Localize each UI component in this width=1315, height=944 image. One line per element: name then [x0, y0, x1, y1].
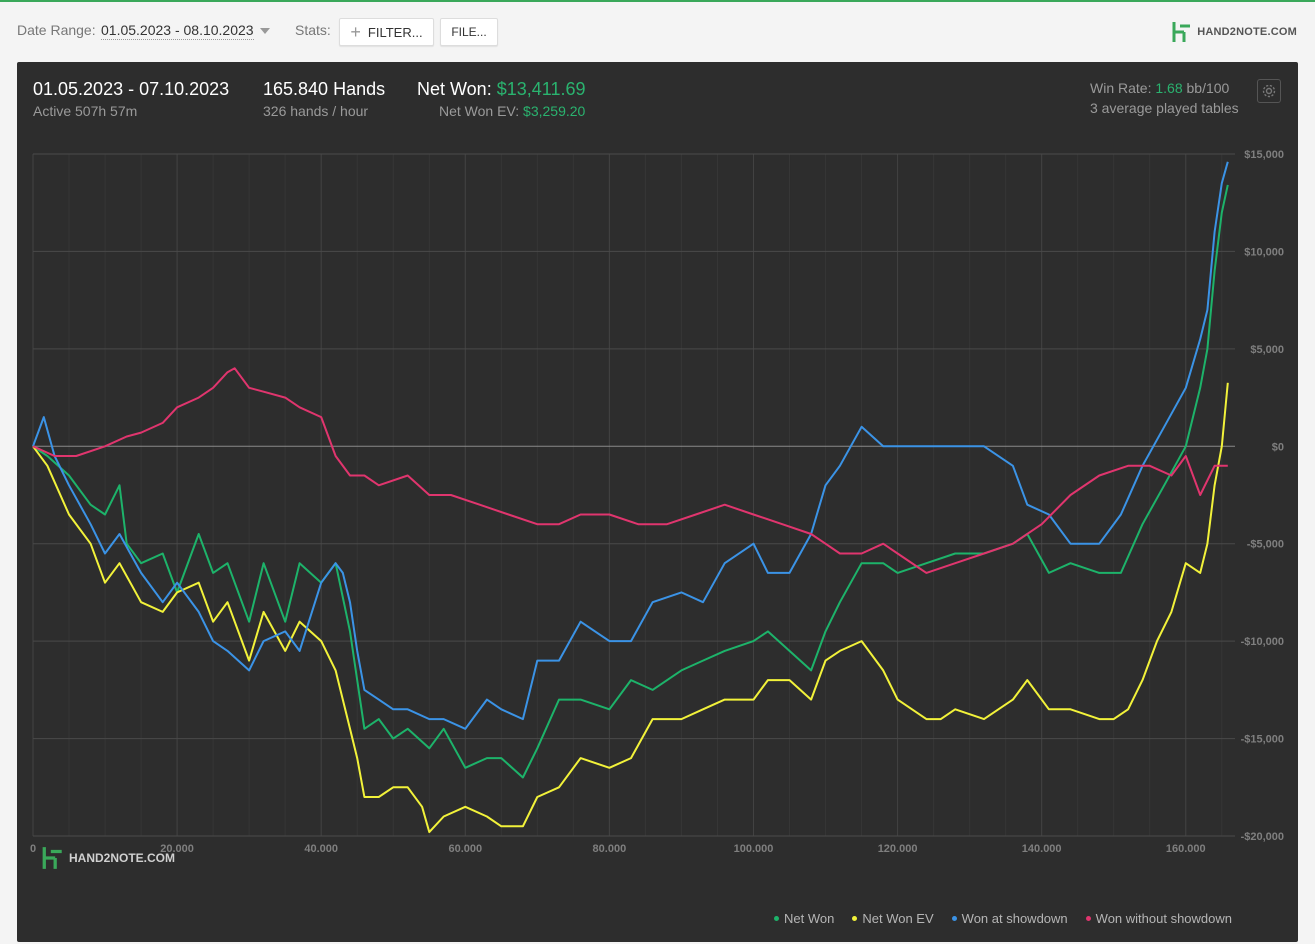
watermark-text: HAND2NOTE.COM: [69, 851, 176, 865]
win-rate-unit: bb/100: [1186, 80, 1230, 96]
brand-text: HAND2NOTE.COM: [1197, 26, 1297, 38]
series-line-won-at-showdown: [32, 161, 1229, 730]
legend-dot-icon: [774, 916, 780, 921]
x-tick-label: 80.000: [593, 843, 627, 855]
legend-label: Won at showdown: [961, 911, 1068, 926]
gear-icon: [1262, 84, 1276, 98]
summary-hands-per-hour: 326 hands / hour: [263, 103, 369, 119]
summary-win-rate: Win Rate: 1.68 bb/100: [1090, 80, 1229, 96]
file-button-label: FILE...: [451, 25, 487, 39]
summary-tables: 3 average played tables: [1090, 100, 1239, 116]
plus-icon: +: [350, 22, 361, 42]
y-tick-label: $0: [1272, 441, 1284, 453]
legend-dot-icon: [1085, 916, 1091, 921]
legend-label: Net Won: [784, 911, 835, 926]
net-won-ev-value: $3,259.20: [523, 103, 586, 119]
brand-logo: HAND2NOTE.COM: [1172, 21, 1297, 43]
filter-button[interactable]: + FILTER...: [339, 18, 434, 46]
net-won-label: Net Won:: [417, 79, 492, 99]
legend-label: Won without showdown: [1095, 911, 1232, 926]
x-tick-label: 140.000: [1022, 843, 1062, 855]
file-button[interactable]: FILE...: [440, 18, 498, 46]
x-tick-label: 120.000: [878, 843, 918, 855]
hand2note-watermark-icon: [42, 847, 62, 869]
filter-button-label: FILTER...: [367, 24, 423, 40]
stats-label: Stats:: [295, 22, 331, 38]
summary-active-time: Active 507h 57m: [33, 103, 138, 119]
x-tick-label: 160.000: [1166, 843, 1206, 855]
net-won-ev-label: Net Won EV:: [439, 103, 520, 119]
series-line-net-won-ev: [32, 382, 1229, 834]
x-tick-label: 20.000: [160, 843, 194, 855]
y-tick-label: -$5,000: [1247, 539, 1284, 551]
y-tick-label: -$20,000: [1241, 831, 1284, 843]
chart-watermark: HAND2NOTE.COM: [42, 846, 175, 870]
date-range-dropdown[interactable]: 01.05.2023 - 08.10.2023: [101, 22, 254, 40]
y-tick-label: -$10,000: [1241, 636, 1284, 648]
summary-net-won: Net Won: $13,411.69: [417, 79, 585, 100]
x-tick-label: 60.000: [448, 843, 482, 855]
legend-item[interactable]: Net Won EV: [852, 911, 934, 926]
summary-net-won-ev: Net Won EV: $3,259.20: [439, 103, 585, 119]
legend-dot-icon: [951, 916, 957, 921]
profit-chart[interactable]: 0 20.000 40.000 60.000 80.000 100.000 120.000 1…: [17, 62, 1298, 942]
date-range-label: Date Range:: [17, 22, 96, 38]
series-line-net-won: [32, 184, 1229, 779]
x-tick-label: 40.000: [304, 843, 338, 855]
win-rate-label: Win Rate:: [1090, 80, 1152, 96]
series-line-won-without-showdown: [32, 367, 1228, 574]
chevron-down-icon[interactable]: [260, 28, 270, 34]
y-tick-label: $15,000: [1244, 149, 1284, 161]
net-won-value: $13,411.69: [496, 79, 586, 99]
legend-item[interactable]: Won at showdown: [951, 911, 1068, 926]
hand2note-logo-icon: [1172, 22, 1191, 42]
legend-dot-icon: [852, 916, 858, 921]
chart-legend: Net Won Net Won EV Won at showdown Won with…: [756, 911, 1232, 926]
legend-item[interactable]: Won without showdown: [1085, 911, 1232, 926]
x-tick-label: 100.000: [734, 843, 774, 855]
summary-date-range: 01.05.2023 - 07.10.2023: [33, 79, 230, 99]
settings-button[interactable]: [1257, 79, 1281, 103]
y-tick-label: $5,000: [1250, 344, 1284, 356]
legend-item[interactable]: Net Won: [774, 911, 834, 926]
x-tick-label: 0: [30, 843, 36, 855]
chart-panel: 01.05.2023 - 07.10.2023 Active 507h 57m …: [17, 62, 1298, 942]
legend-label: Net Won EV: [862, 911, 934, 926]
summary-hands: 165.840 Hands: [263, 79, 386, 99]
y-tick-label: -$15,000: [1241, 734, 1284, 746]
win-rate-value: 1.68: [1155, 80, 1183, 96]
toolbar: Date Range: 01.05.2023 - 08.10.2023 Stat…: [0, 2, 1315, 60]
y-tick-label: $10,000: [1244, 246, 1284, 258]
